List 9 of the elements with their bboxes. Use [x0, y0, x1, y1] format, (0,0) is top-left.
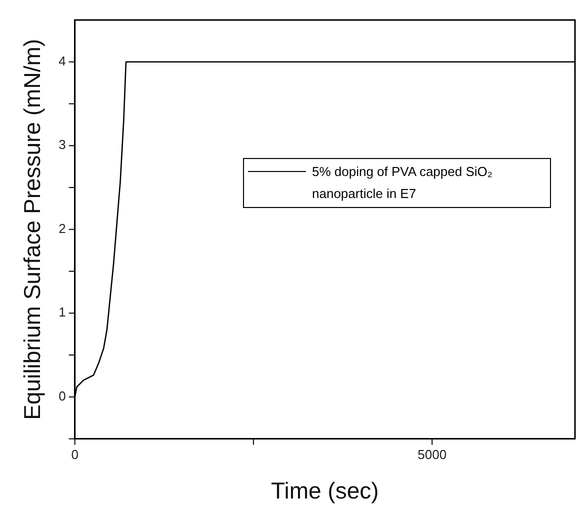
x-tick-label: 5000 [418, 447, 447, 462]
y-tick-label: 1 [58, 304, 66, 320]
y-tick-label: 4 [58, 53, 66, 68]
x-axis-title: Time (sec) [271, 478, 379, 504]
legend-label: 5% doping of PVA capped SiO₂ nanoparticle in E7 [312, 163, 494, 203]
y-tick-label: 2 [58, 220, 66, 236]
y-tick-label: 0 [58, 388, 66, 404]
y-tick-label: 3 [58, 137, 66, 152]
y-axis-title: Equilibrium Surface Pressure (mN/m) [19, 38, 46, 420]
